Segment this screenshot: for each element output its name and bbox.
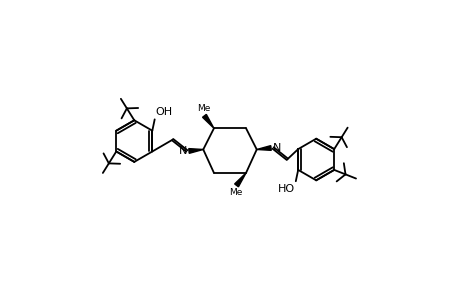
Polygon shape (256, 146, 271, 150)
Text: Me: Me (196, 104, 210, 113)
Text: OH: OH (155, 107, 172, 117)
Text: N: N (178, 146, 186, 156)
Polygon shape (234, 173, 246, 187)
Polygon shape (202, 114, 213, 128)
Text: N: N (273, 143, 281, 153)
Text: Me: Me (229, 188, 242, 197)
Text: HO: HO (277, 184, 294, 194)
Polygon shape (188, 148, 203, 153)
